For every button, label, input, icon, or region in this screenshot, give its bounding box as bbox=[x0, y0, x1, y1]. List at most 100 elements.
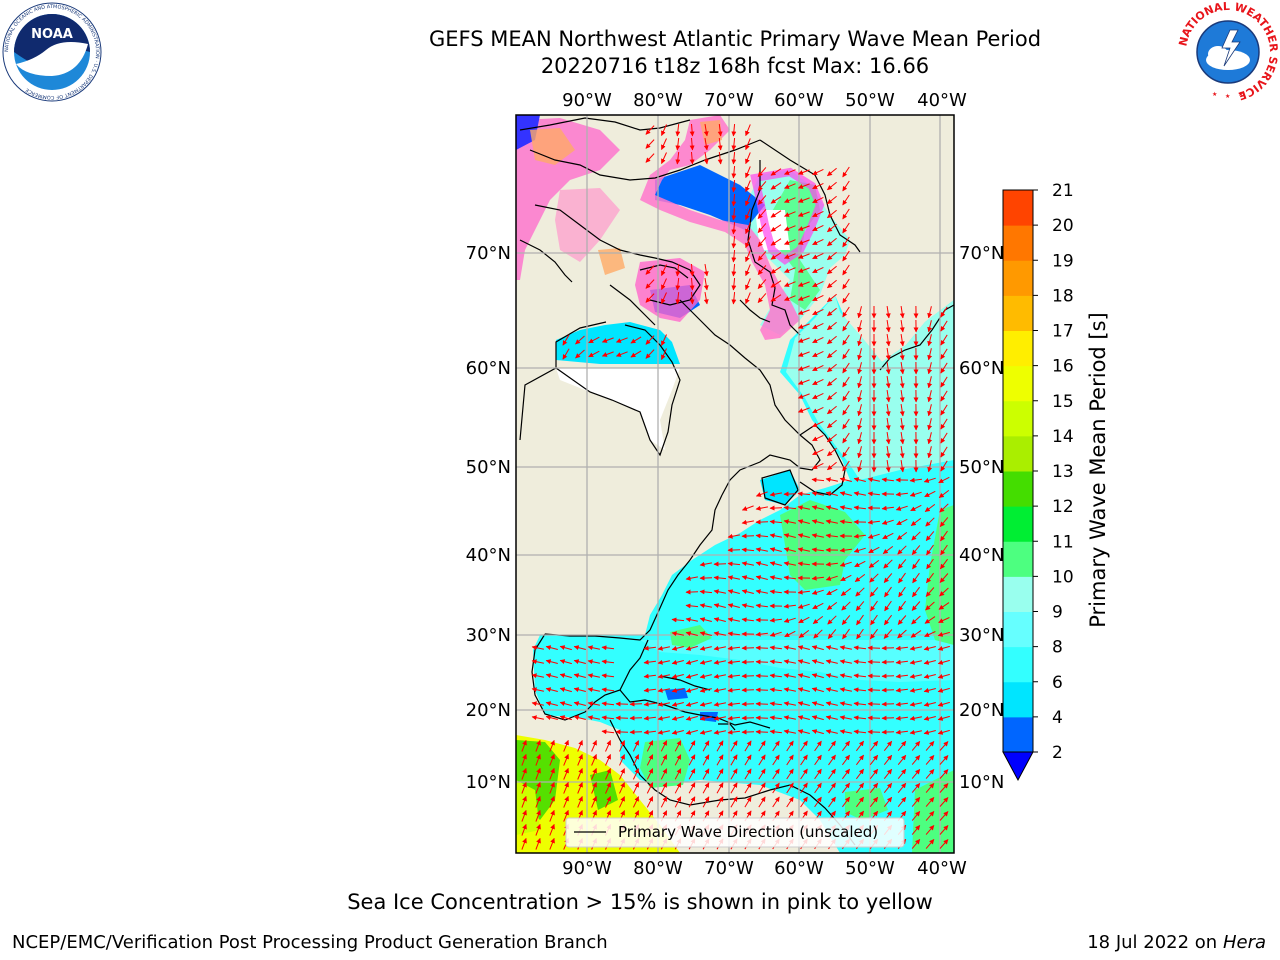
wave-arrow bbox=[521, 739, 527, 752]
noaa-logo-text: NOAA bbox=[31, 27, 73, 42]
colorbar-segment bbox=[1003, 225, 1033, 261]
wave-arrow bbox=[839, 547, 852, 553]
wave-arrow bbox=[755, 533, 769, 539]
wave-arrow bbox=[757, 195, 767, 205]
wave-arrow bbox=[521, 837, 527, 850]
wave-arrow bbox=[645, 293, 655, 303]
wave-arrow bbox=[895, 729, 908, 735]
wave-arrow bbox=[812, 294, 824, 302]
lon-label: 80°W bbox=[633, 90, 683, 111]
wave-arrow bbox=[857, 390, 863, 403]
wave-arrow bbox=[601, 687, 615, 693]
lon-label: 40°W bbox=[917, 858, 967, 879]
wave-arrow bbox=[811, 589, 824, 595]
wave-arrow bbox=[573, 659, 586, 665]
wave-arrow bbox=[839, 491, 852, 497]
wave-arrow bbox=[895, 491, 908, 497]
wave-arrow bbox=[661, 138, 667, 150]
wave-arrow bbox=[940, 306, 948, 318]
wave-arrow bbox=[923, 729, 936, 735]
wave-arrow bbox=[882, 532, 894, 540]
wave-arrow bbox=[549, 739, 555, 752]
wave-arrow bbox=[727, 673, 741, 679]
colorbar-tick-label: 21 bbox=[1052, 181, 1074, 201]
wave-arrow bbox=[769, 519, 783, 525]
wave-arrow bbox=[797, 323, 810, 329]
wave-arrow bbox=[828, 782, 836, 794]
colorbar-tick-label: 16 bbox=[1052, 357, 1074, 377]
lon-label: 70°W bbox=[704, 90, 754, 111]
wave-arrow bbox=[825, 701, 838, 707]
wave-arrow bbox=[563, 795, 569, 808]
wave-arrow bbox=[797, 547, 811, 553]
wave-arrow bbox=[657, 701, 670, 707]
colorbar-segment bbox=[1003, 681, 1033, 718]
wave-arrow bbox=[731, 263, 737, 277]
wave-arrow bbox=[827, 223, 837, 233]
wave-arrow bbox=[770, 252, 782, 260]
wave-arrow bbox=[896, 532, 908, 540]
wave-arrow bbox=[927, 320, 933, 333]
wave-arrow bbox=[883, 740, 893, 752]
colorbar-segment bbox=[1003, 716, 1033, 753]
wave-arrow bbox=[685, 645, 698, 651]
wave-arrow bbox=[839, 715, 852, 721]
wave-arrow bbox=[757, 167, 767, 177]
wave-arrow bbox=[827, 377, 837, 387]
wave-arrow bbox=[685, 673, 698, 679]
wave-arrow bbox=[926, 572, 934, 584]
wave-arrow bbox=[772, 754, 780, 766]
wave-arrow bbox=[713, 589, 726, 595]
wave-arrow bbox=[885, 460, 891, 473]
wave-arrow bbox=[867, 477, 881, 483]
wave-arrow bbox=[755, 645, 769, 651]
wave-arrow bbox=[587, 715, 600, 721]
wave-arrow bbox=[924, 503, 936, 513]
wave-arrow bbox=[925, 811, 935, 821]
wave-arrow bbox=[940, 530, 948, 542]
wave-arrow bbox=[772, 740, 780, 752]
wave-arrow bbox=[755, 561, 768, 567]
wave-arrow bbox=[853, 701, 867, 707]
wave-arrow bbox=[840, 574, 852, 582]
wave-arrow bbox=[643, 715, 656, 721]
wave-arrow bbox=[577, 768, 583, 780]
wave-arrow bbox=[853, 505, 866, 511]
wave-arrow bbox=[713, 575, 727, 581]
wave-arrow bbox=[814, 782, 822, 794]
wave-arrow bbox=[559, 687, 572, 693]
wave-arrow bbox=[615, 337, 628, 343]
wave-arrow bbox=[521, 823, 527, 836]
wave-arrow bbox=[661, 278, 667, 290]
wave-arrow bbox=[646, 768, 654, 780]
wave-arrow bbox=[769, 701, 782, 707]
sea-ice-note: Sea Ice Concentration > 15% is shown in … bbox=[347, 890, 933, 914]
wave-arrow bbox=[853, 533, 866, 539]
wave-arrow bbox=[671, 729, 684, 735]
wave-arrow bbox=[884, 586, 892, 598]
wave-arrow bbox=[702, 768, 710, 780]
wave-arrow bbox=[839, 645, 852, 651]
wave-arrow bbox=[895, 687, 908, 693]
wave-arrow bbox=[755, 491, 768, 497]
colorbar-segment bbox=[1003, 400, 1033, 437]
wave-arrow bbox=[939, 797, 949, 807]
wave-arrow bbox=[755, 631, 768, 637]
wave-arrow bbox=[797, 379, 810, 385]
wave-arrow bbox=[881, 715, 895, 721]
wave-arrow bbox=[744, 740, 752, 752]
wave-arrow bbox=[755, 659, 769, 665]
wave-arrow bbox=[675, 291, 681, 305]
wave-arrow bbox=[940, 544, 948, 556]
wave-arrow bbox=[741, 589, 754, 595]
wave-arrow bbox=[657, 645, 670, 651]
wave-arrow bbox=[629, 715, 643, 721]
wave-arrow bbox=[909, 715, 922, 721]
wave-arrow bbox=[939, 741, 949, 751]
wave-arrow bbox=[577, 796, 583, 808]
wave-arrow bbox=[770, 266, 782, 274]
wave-arrow bbox=[619, 782, 625, 794]
wave-arrow bbox=[605, 782, 611, 794]
wave-arrow bbox=[643, 687, 656, 693]
wave-arrow bbox=[856, 740, 864, 752]
